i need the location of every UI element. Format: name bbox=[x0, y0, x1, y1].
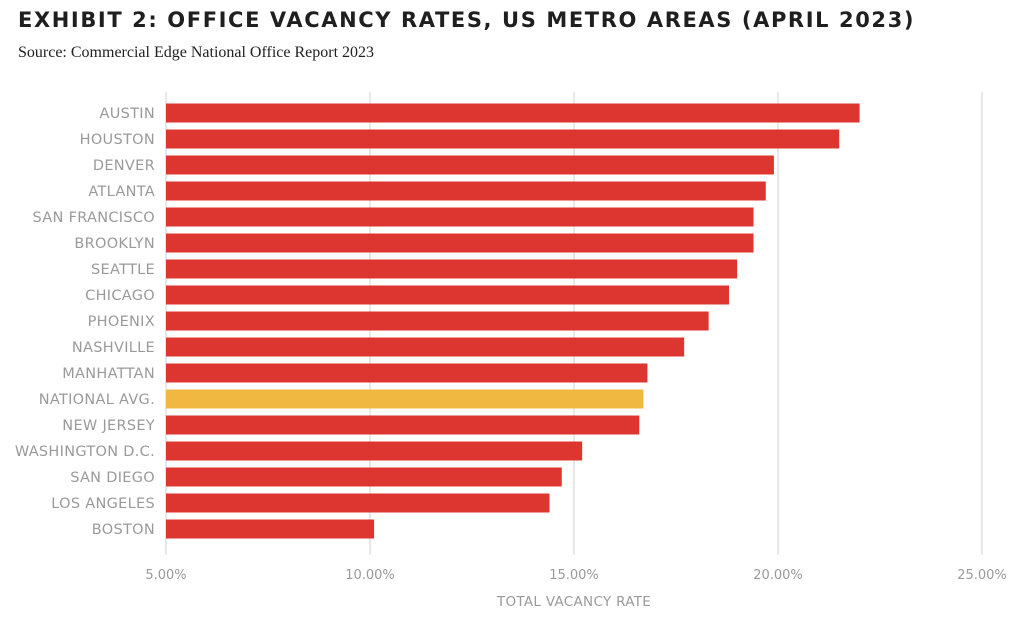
category-label: CHICAGO bbox=[85, 288, 155, 304]
category-label: NASHVILLE bbox=[72, 340, 155, 356]
bar bbox=[166, 389, 644, 409]
category-label: HOUSTON bbox=[80, 132, 155, 148]
x-axis-label: TOTAL VACANCY RATE bbox=[496, 594, 651, 610]
category-label: ATLANTA bbox=[88, 184, 155, 200]
category-label: MANHATTAN bbox=[62, 366, 155, 382]
bar bbox=[166, 519, 375, 539]
bar bbox=[166, 181, 766, 201]
chart-title: EXHIBIT 2: OFFICE VACANCY RATES, US METR… bbox=[18, 8, 916, 32]
x-tick-label: 10.00% bbox=[345, 568, 395, 583]
category-label: BROOKLYN bbox=[74, 236, 155, 252]
bar bbox=[166, 285, 730, 305]
bar bbox=[166, 415, 640, 435]
category-label: DENVER bbox=[93, 158, 155, 174]
bar bbox=[166, 441, 583, 461]
x-tick-label: 15.00% bbox=[549, 568, 599, 583]
category-label: PHOENIX bbox=[88, 314, 155, 330]
bar bbox=[166, 337, 685, 357]
bar bbox=[166, 129, 840, 149]
bar bbox=[166, 363, 648, 383]
x-tick-label: 20.00% bbox=[753, 568, 803, 583]
category-label: NATIONAL AVG. bbox=[39, 392, 155, 408]
bar bbox=[166, 103, 860, 123]
bar bbox=[166, 311, 709, 331]
category-label: SAN FRANCISCO bbox=[33, 210, 155, 226]
category-label: WASHINGTON D.C. bbox=[15, 444, 155, 460]
bar bbox=[166, 467, 562, 487]
bar bbox=[166, 155, 774, 175]
category-label: LOS ANGELES bbox=[51, 496, 155, 512]
chart-subtitle: Source: Commercial Edge National Office … bbox=[18, 44, 375, 61]
bar bbox=[166, 207, 754, 227]
category-label: AUSTIN bbox=[99, 106, 155, 122]
x-tick-label: 5.00% bbox=[145, 568, 186, 583]
category-label: SEATTLE bbox=[91, 262, 155, 278]
x-tick-label: 25.00% bbox=[957, 568, 1007, 583]
category-label: SAN DIEGO bbox=[70, 470, 155, 486]
bar bbox=[166, 233, 754, 253]
bar bbox=[166, 493, 550, 513]
category-label: BOSTON bbox=[92, 522, 155, 538]
category-label: NEW JERSEY bbox=[62, 418, 155, 434]
bar bbox=[166, 259, 738, 279]
